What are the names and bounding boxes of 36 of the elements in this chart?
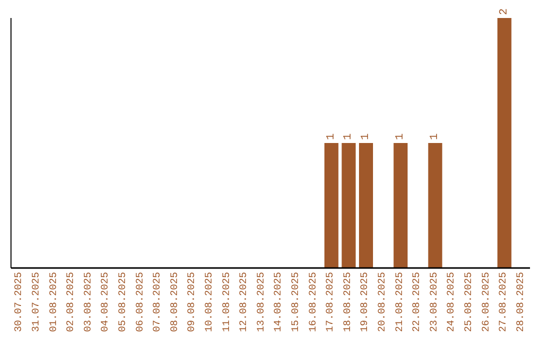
data-label: 1 xyxy=(360,133,372,140)
x-tick-label: 21.08.2025 xyxy=(394,272,406,332)
data-label: 1 xyxy=(342,133,355,140)
x-tick-label: 08.08.2025 xyxy=(170,272,181,332)
x-tick-label: 13.08.2025 xyxy=(256,272,268,332)
x-tick-label: 05.08.2025 xyxy=(118,272,129,332)
x-tick-label: 14.08.2025 xyxy=(274,272,285,332)
x-tick-label: 09.08.2025 xyxy=(187,272,198,332)
x-tick-label: 18.08.2025 xyxy=(342,272,354,332)
x-tick-label: 15.08.2025 xyxy=(290,272,302,332)
x-tick-label: 04.08.2025 xyxy=(100,272,112,332)
x-tick-label: 26.08.2025 xyxy=(481,272,492,332)
x-tick-label: 28.08.2025 xyxy=(516,272,527,332)
x-tick-label: 30.07.2025 xyxy=(14,272,26,332)
x-tick-label: 19.08.2025 xyxy=(360,272,372,332)
x-tick-label: 20.08.2025 xyxy=(377,272,388,332)
x-tick-label: 01.08.2025 xyxy=(48,272,60,332)
x-tick-label: 07.08.2025 xyxy=(152,272,164,332)
x-tick-label: 06.08.2025 xyxy=(135,272,146,332)
data-label: 1 xyxy=(429,133,442,140)
data-label: 1 xyxy=(325,133,338,140)
data-label: 1 xyxy=(394,133,407,140)
x-tick-label: 17.08.2025 xyxy=(326,272,337,332)
x-tick-label: 10.08.2025 xyxy=(204,272,216,332)
x-tick-label: 24.08.2025 xyxy=(446,272,458,332)
x-tick-label: 16.08.2025 xyxy=(308,272,320,332)
x-tick-label: 03.08.2025 xyxy=(83,272,94,332)
x-tick-label: 02.08.2025 xyxy=(66,272,78,332)
data-label: 2 xyxy=(498,8,510,15)
x-tick-label: 23.08.2025 xyxy=(429,272,440,332)
x-tick-label: 31.07.2025 xyxy=(31,272,42,332)
x-tick-label: 27.08.2025 xyxy=(498,272,510,332)
x-tick-label: 25.08.2025 xyxy=(464,272,475,332)
x-tick-label: 11.08.2025 xyxy=(222,272,233,332)
x-tick-label: 22.08.2025 xyxy=(412,272,424,332)
x-tick-label: 12.08.2025 xyxy=(239,272,250,332)
